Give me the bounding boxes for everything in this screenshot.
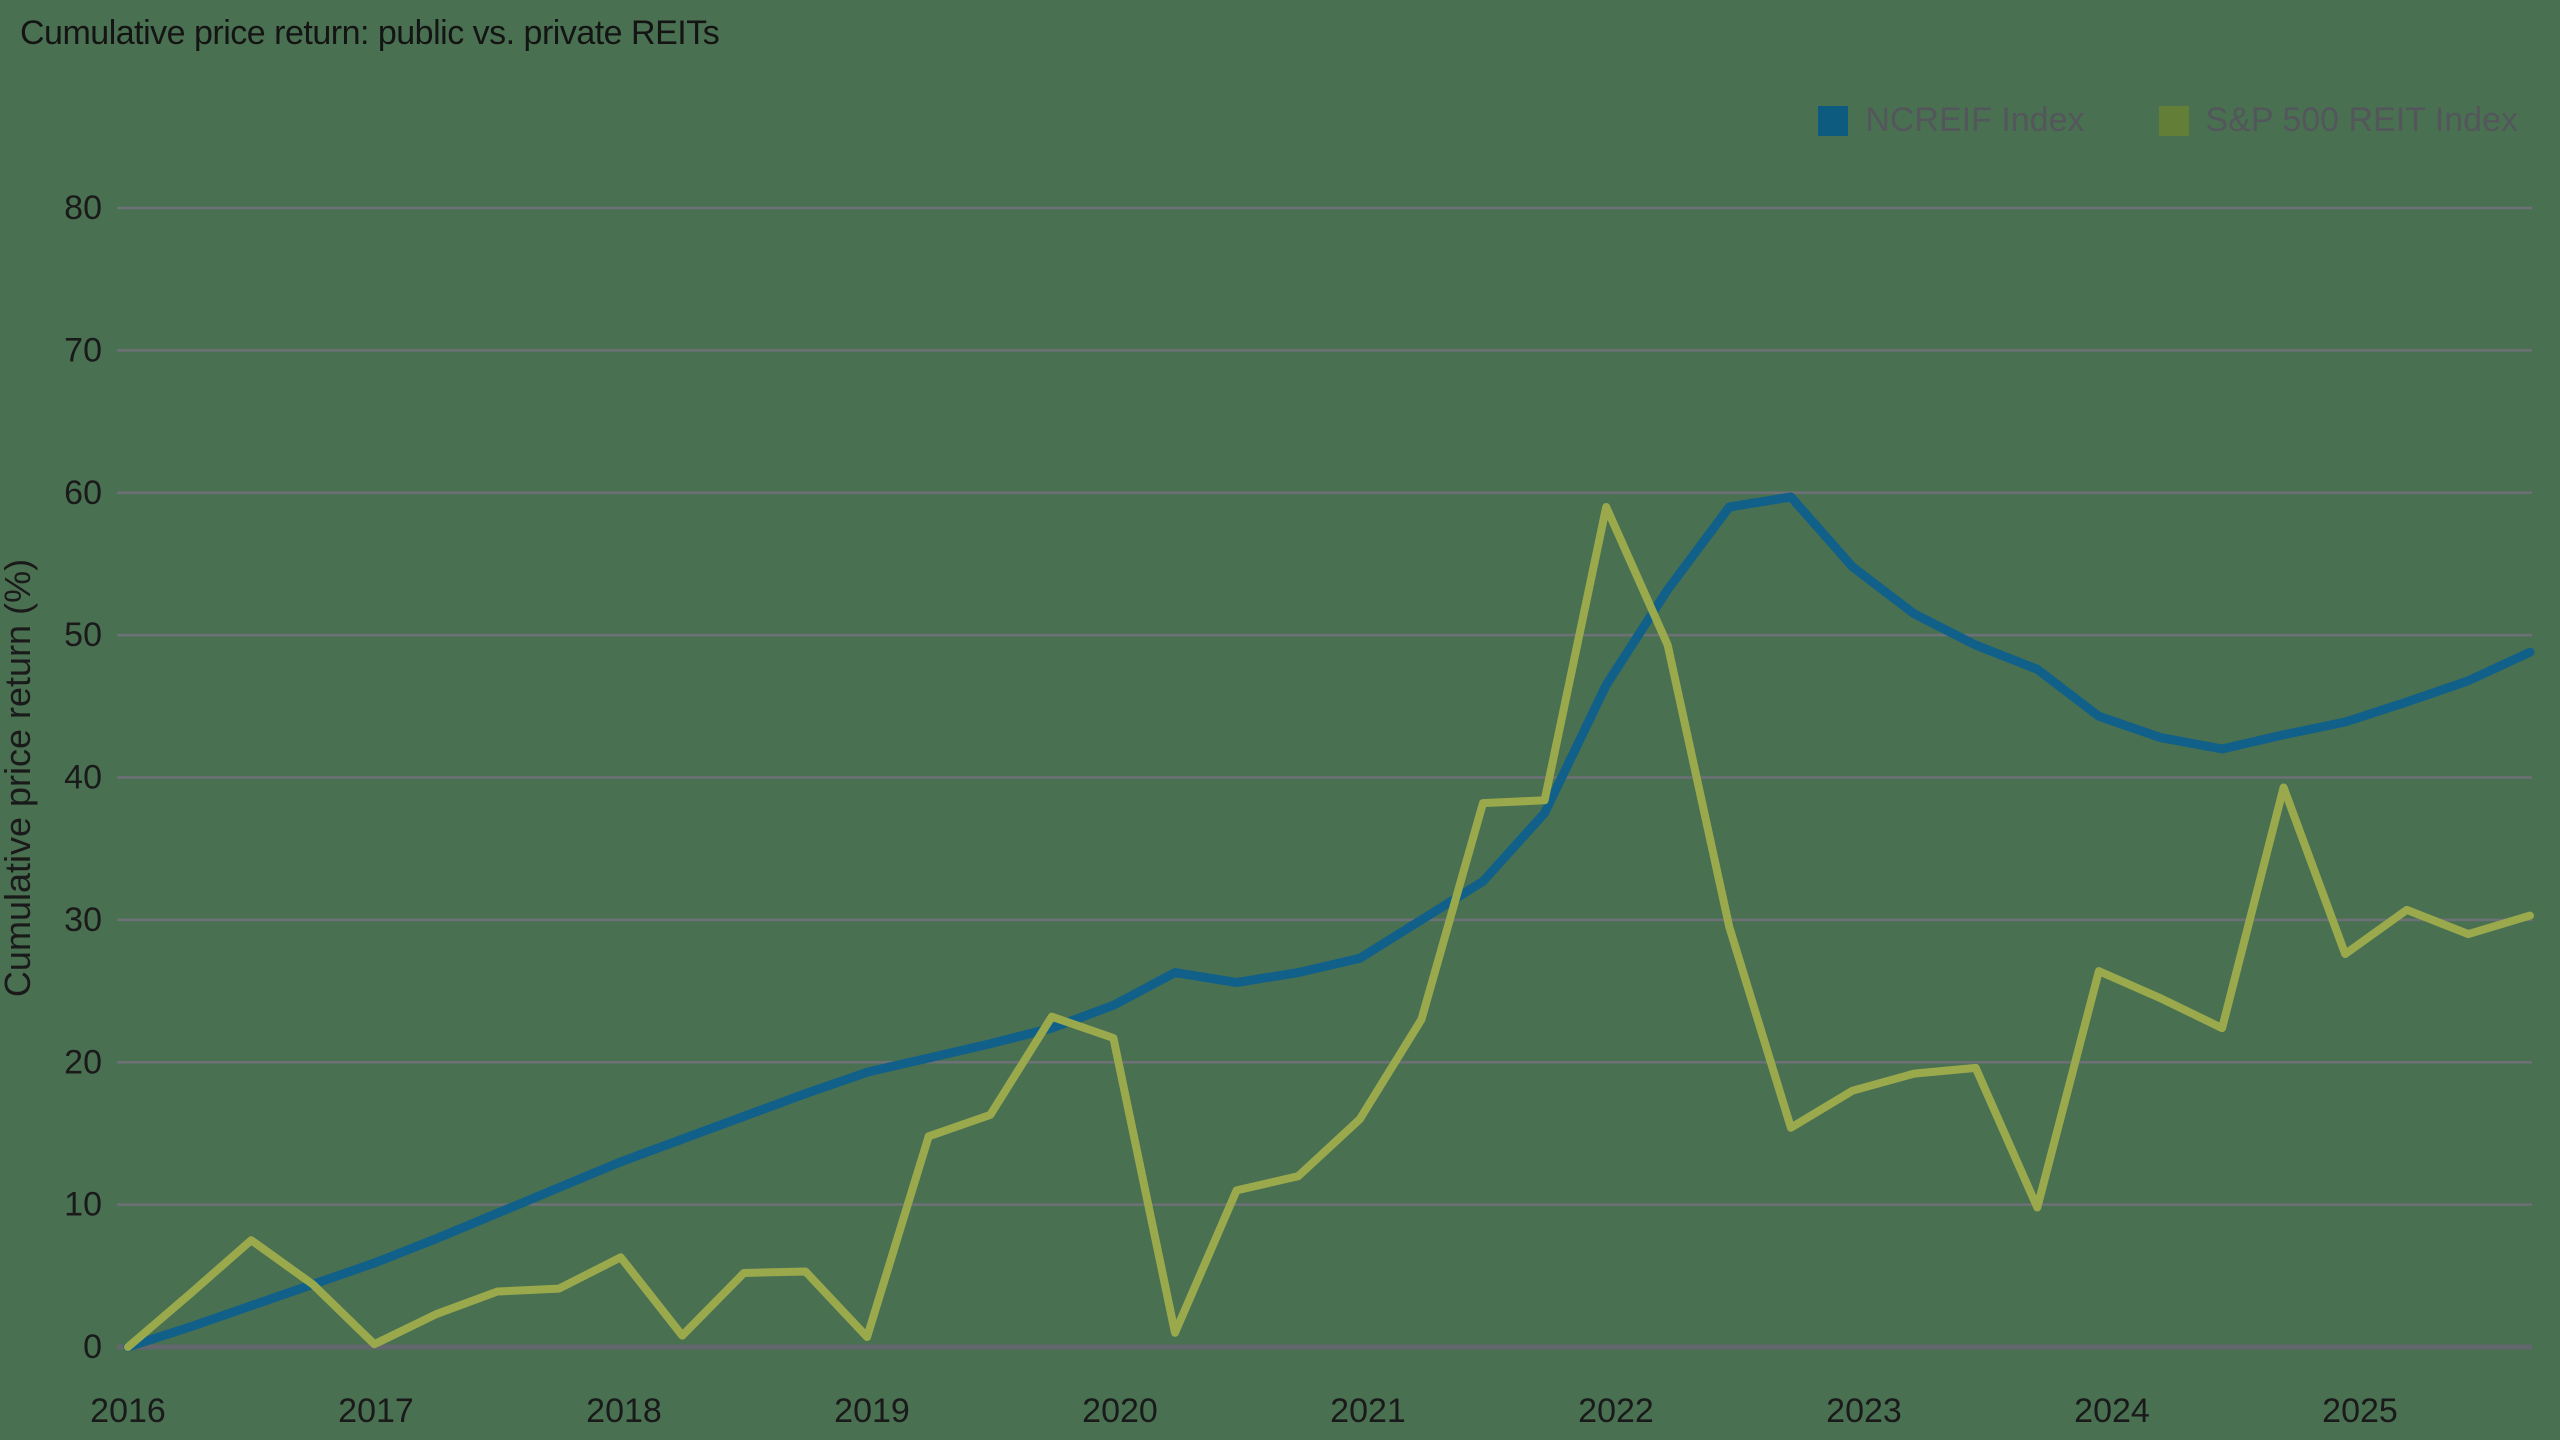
ncreif-swatch-icon xyxy=(1818,105,1849,136)
x-tick-label-2022: 2022 xyxy=(1578,1392,1654,1430)
sp500reit-swatch-icon xyxy=(2158,105,2189,136)
x-tick-label-2017: 2017 xyxy=(338,1392,414,1430)
y-tick-label-80: 80 xyxy=(64,189,102,227)
legend-label-sp500reit: S&P 500 REIT Index xyxy=(2205,101,2519,139)
ncreif-index-line xyxy=(123,492,2535,1352)
legend: NCREIF Index S&P 500 REIT Index xyxy=(1818,101,2518,140)
y-tick-label-30: 30 xyxy=(64,901,102,939)
x-tick-label-2016: 2016 xyxy=(90,1392,166,1430)
x-tick-label-2024: 2024 xyxy=(2074,1392,2150,1430)
y-tick-label-50: 50 xyxy=(64,616,102,654)
x-tick-label-2021: 2021 xyxy=(1330,1392,1406,1430)
x-tick-label-2020: 2020 xyxy=(1082,1392,1158,1430)
sp500-reit-index-line xyxy=(124,503,2534,1351)
y-tick-label-40: 40 xyxy=(64,759,102,797)
y-tick-label-10: 10 xyxy=(64,1186,102,1224)
x-tick-label-2019: 2019 xyxy=(834,1392,910,1430)
x-tick-label-2018: 2018 xyxy=(586,1392,662,1430)
y-tick-label-70: 70 xyxy=(64,331,102,369)
chart-title: Cumulative price return: public vs. priv… xyxy=(20,14,720,52)
x-tick-label-2025: 2025 xyxy=(2322,1392,2398,1430)
y-tick-label-0: 0 xyxy=(83,1328,102,1366)
x-tick-label-2023: 2023 xyxy=(1826,1392,1902,1430)
y-axis-title: Cumulative price return (%) xyxy=(0,559,38,997)
legend-item-ncreif: NCREIF Index xyxy=(1818,101,2085,140)
y-tick-label-60: 60 xyxy=(64,474,102,512)
y-tick-label-20: 20 xyxy=(64,1043,102,1081)
legend-label-ncreif: NCREIF Index xyxy=(1865,101,2085,139)
legend-item-sp500reit: S&P 500 REIT Index xyxy=(2158,101,2519,140)
